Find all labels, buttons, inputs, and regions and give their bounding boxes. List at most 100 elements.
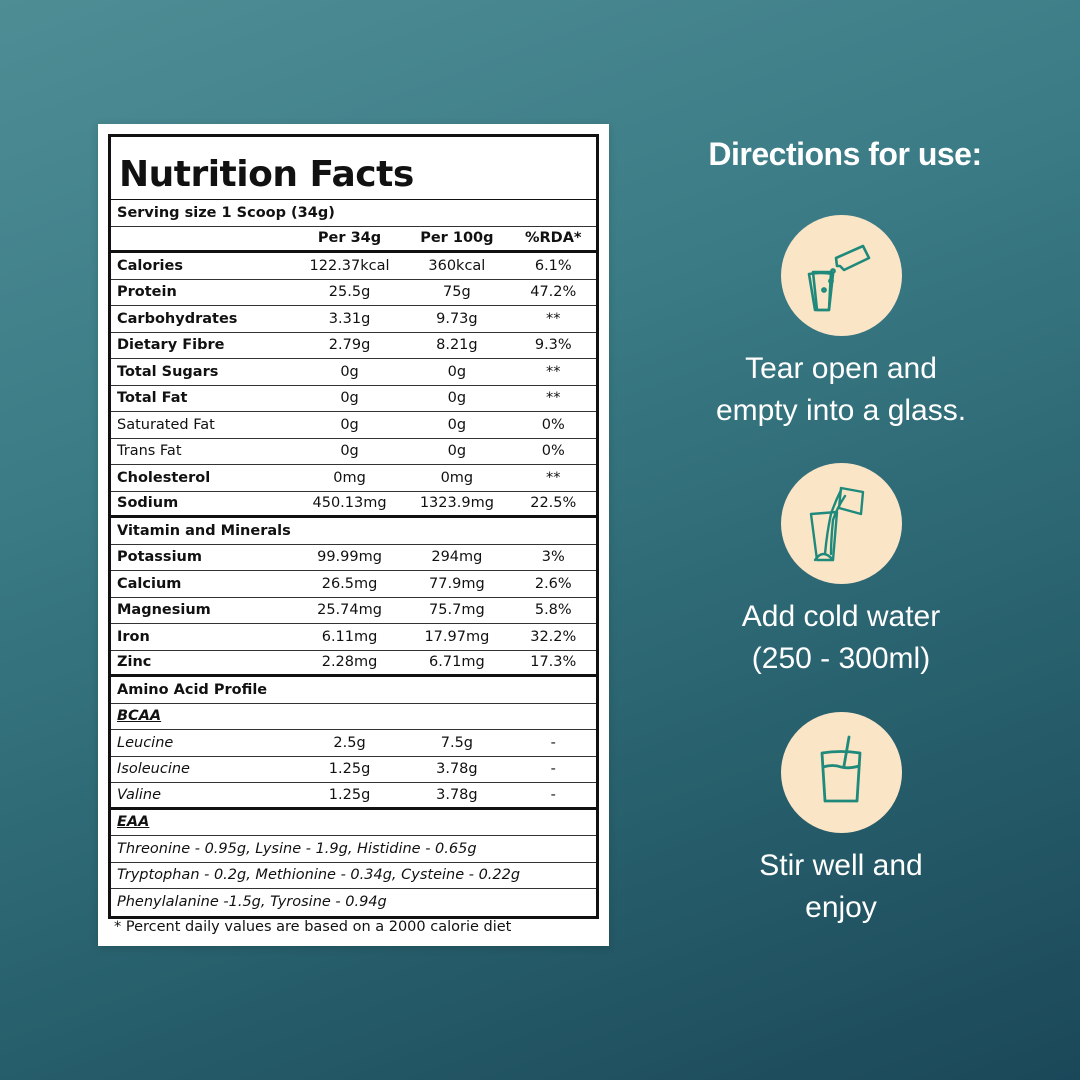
rda-value: 3% bbox=[541, 549, 565, 566]
nutrient-name: Magnesium bbox=[117, 602, 211, 619]
nutrient-name: Calcium bbox=[117, 575, 182, 592]
per-serving-value: 122.37kcal bbox=[309, 257, 390, 274]
table-row: Total Sugars 0g 0g ** bbox=[111, 359, 596, 386]
table-row: Cholesterol 0mg 0mg ** bbox=[111, 465, 596, 492]
rda-value: 9.3% bbox=[534, 337, 572, 354]
per-100g-value: 75g bbox=[443, 284, 471, 301]
per-100g-value: 77.9mg bbox=[429, 575, 485, 592]
eaa-row: Phenylalanine -1.5g, Tyrosine - 0.94g bbox=[111, 889, 596, 916]
direction-step-2: Add cold water (250 - 300ml) bbox=[690, 463, 992, 680]
per-serving-value: 2.28mg bbox=[321, 654, 378, 671]
rda-value: - bbox=[550, 786, 556, 803]
header-rda: %RDA* bbox=[524, 230, 582, 247]
table-row: Leucine 2.5g 7.5g - bbox=[111, 730, 596, 757]
table-row: Zinc 2.28mg 6.71mg 17.3% bbox=[111, 651, 596, 677]
direction-step-3: Stir well and enjoy bbox=[690, 712, 992, 929]
nutrient-name: Total Sugars bbox=[117, 363, 219, 380]
table-row: Sodium 450.13mg 1323.9mg 22.5% bbox=[111, 492, 596, 518]
step-line-1: Add cold water bbox=[741, 600, 941, 633]
table-row: Isoleucine 1.25g 3.78g - bbox=[111, 757, 596, 783]
amino-heading: Amino Acid Profile bbox=[117, 681, 268, 698]
vitamins-heading-row: Vitamin and Minerals bbox=[111, 518, 596, 545]
step-line-2: empty into a glass. bbox=[715, 394, 967, 427]
table-row: Trans Fat 0g 0g 0% bbox=[111, 439, 596, 465]
rda-value: 0% bbox=[541, 443, 565, 460]
step-icon-circle bbox=[780, 712, 902, 833]
column-header-row: Per 34g Per 100g %RDA* bbox=[111, 227, 596, 253]
per-serving-value: 0g bbox=[340, 443, 359, 460]
table-row: Protein 25.5g 75g 47.2% bbox=[111, 280, 596, 306]
step-text: Add cold water (250 - 300ml) bbox=[690, 596, 992, 680]
table-row: Valine 1.25g 3.78g - bbox=[111, 783, 596, 810]
per-serving-value: 3.31g bbox=[328, 310, 371, 327]
serving-size: Serving size 1 Scoop (34g) bbox=[117, 204, 335, 221]
eaa-line: Tryptophan - 0.2g, Methionine - 0.34g, C… bbox=[117, 867, 521, 884]
per-serving-value: 26.5mg bbox=[321, 575, 378, 592]
rda-value: 17.3% bbox=[530, 654, 577, 671]
per-serving-value: 1.25g bbox=[328, 786, 371, 803]
nutrient-name: Total Fat bbox=[117, 390, 188, 407]
per-serving-value: 0g bbox=[340, 390, 359, 407]
footnote: * Percent daily values are based on a 20… bbox=[114, 919, 512, 935]
eaa-line: Phenylalanine -1.5g, Tyrosine - 0.94g bbox=[117, 894, 387, 911]
per-serving-value: 2.79g bbox=[328, 337, 371, 354]
table-row: Total Fat 0g 0g ** bbox=[111, 386, 596, 412]
rda-value: 32.2% bbox=[530, 628, 577, 645]
step-line-2: (250 - 300ml) bbox=[751, 642, 931, 675]
rda-value: 47.2% bbox=[530, 284, 577, 301]
per-100g-value: 75.7mg bbox=[429, 602, 485, 619]
nutrition-title: Nutrition Facts bbox=[111, 137, 596, 200]
per-100g-value: 17.97mg bbox=[424, 628, 490, 645]
eaa-line: Threonine - 0.95g, Lysine - 1.9g, Histid… bbox=[117, 840, 477, 857]
per-100g-value: 0g bbox=[447, 443, 467, 460]
rda-value: 5.8% bbox=[534, 602, 572, 619]
nutrient-name: Calories bbox=[117, 257, 183, 274]
step-line-1: Tear open and bbox=[745, 352, 937, 385]
rda-value: - bbox=[550, 761, 556, 778]
per-serving-value: 1.25g bbox=[328, 761, 371, 778]
direction-step-1: Tear open and empty into a glass. bbox=[690, 215, 992, 432]
table-row: Magnesium 25.74mg 75.7mg 5.8% bbox=[111, 598, 596, 624]
per-100g-value: 9.73g bbox=[436, 310, 478, 327]
amino-name: Isoleucine bbox=[117, 761, 190, 778]
per-100g-value: 0g bbox=[447, 390, 467, 407]
eaa-heading: EAA bbox=[117, 814, 150, 831]
per-100g-value: 0mg bbox=[440, 469, 474, 486]
per-100g-value: 1323.9mg bbox=[419, 495, 494, 512]
eaa-heading-row: EAA bbox=[111, 810, 596, 836]
step-text: Tear open and empty into a glass. bbox=[690, 348, 992, 432]
rda-value: ** bbox=[546, 310, 561, 327]
nutrient-name: Saturated Fat bbox=[117, 416, 215, 433]
per-100g-value: 8.21g bbox=[436, 337, 478, 354]
nutrient-name: Trans Fat bbox=[117, 443, 182, 460]
nutrient-name: Zinc bbox=[117, 654, 152, 671]
rda-value: - bbox=[550, 734, 556, 751]
bcaa-heading-row: BCAA bbox=[111, 704, 596, 730]
per-100g-value: 0g bbox=[447, 416, 467, 433]
serving-size-row: Serving size 1 Scoop (34g) bbox=[111, 200, 596, 227]
table-row: Carbohydrates 3.31g 9.73g ** bbox=[111, 306, 596, 333]
table-row: Potassium 99.99mg 294mg 3% bbox=[111, 545, 596, 571]
per-serving-value: 99.99mg bbox=[317, 549, 382, 566]
bcaa-heading: BCAA bbox=[117, 708, 162, 725]
header-per-100g: Per 100g bbox=[420, 230, 494, 247]
amino-name: Valine bbox=[117, 786, 162, 803]
per-serving-value: 0mg bbox=[333, 469, 366, 486]
table-row: Iron 6.11mg 17.97mg 32.2% bbox=[111, 624, 596, 651]
eaa-row: Threonine - 0.95g, Lysine - 1.9g, Histid… bbox=[111, 836, 596, 863]
step-icon-circle bbox=[780, 463, 902, 584]
nutrition-facts-table: Nutrition Facts Serving size 1 Scoop (34… bbox=[108, 134, 599, 919]
per-100g-value: 6.71mg bbox=[429, 654, 485, 671]
rda-value: ** bbox=[546, 363, 561, 380]
per-100g-value: 0g bbox=[447, 363, 467, 380]
per-serving-value: 25.74mg bbox=[317, 602, 382, 619]
vitamins-heading: Vitamin and Minerals bbox=[117, 522, 291, 539]
nutrient-name: Sodium bbox=[117, 495, 179, 512]
table-row: Dietary Fibre 2.79g 8.21g 9.3% bbox=[111, 333, 596, 359]
nutrient-name: Potassium bbox=[117, 549, 202, 566]
table-row: Saturated Fat 0g 0g 0% bbox=[111, 412, 596, 439]
pour-sachet-into-glass-icon bbox=[807, 244, 871, 311]
per-serving-value: 6.11mg bbox=[321, 628, 378, 645]
pour-water-into-glass-icon bbox=[809, 486, 865, 561]
eaa-row: Tryptophan - 0.2g, Methionine - 0.34g, C… bbox=[111, 863, 596, 889]
